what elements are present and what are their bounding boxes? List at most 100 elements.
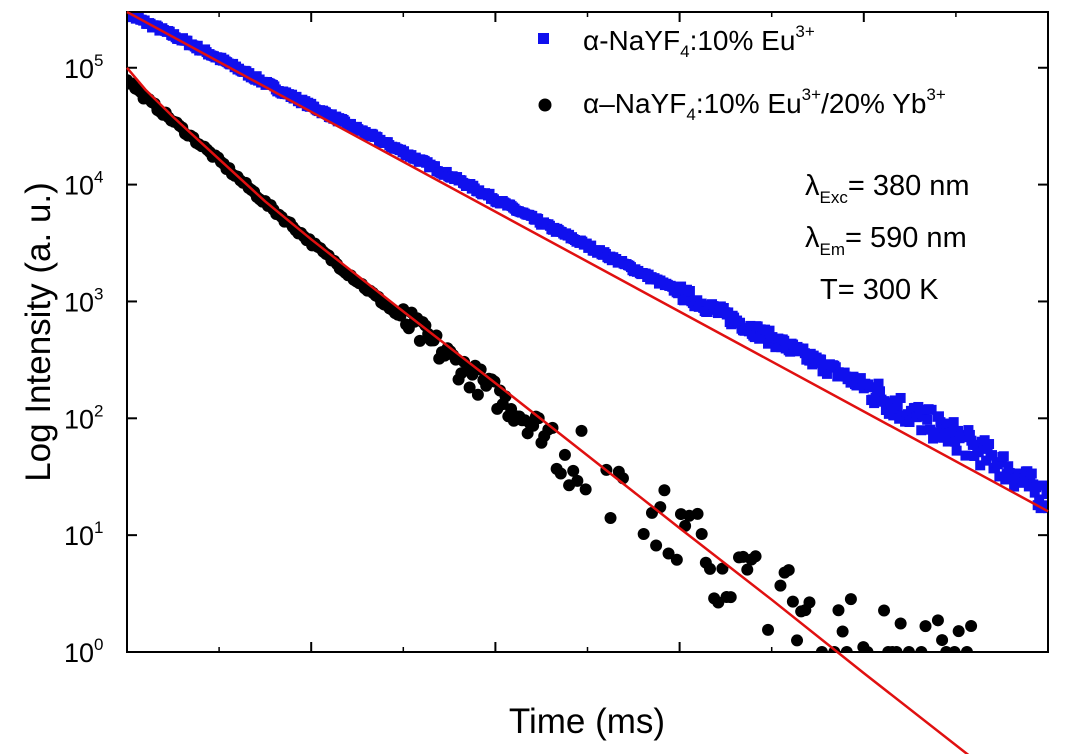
series1-point <box>1026 468 1037 479</box>
series2-point <box>878 604 891 617</box>
legend-marker-square <box>538 33 549 44</box>
series2-point <box>894 617 907 630</box>
y-tick-label: 105 <box>64 51 104 84</box>
series1-point <box>779 335 790 346</box>
series2-point <box>741 563 754 576</box>
annotation-line: T= 300 K <box>820 274 939 306</box>
series1-point <box>960 450 971 461</box>
measurement-conditions: λExc= 380 nm λEm= 590 nm T= 300 K <box>805 170 970 306</box>
series2-point <box>774 579 787 592</box>
series1-point <box>948 417 959 428</box>
series1-point <box>1031 482 1042 493</box>
series2-point <box>567 464 580 477</box>
series2-point <box>836 625 849 638</box>
series1-point <box>889 395 900 406</box>
series2-point <box>558 448 571 461</box>
series1-point <box>984 439 995 450</box>
series1-point <box>998 451 1009 462</box>
series1-point <box>1034 494 1045 505</box>
series1-point <box>913 401 924 412</box>
data-points <box>127 12 1048 652</box>
series1-point <box>1029 487 1040 498</box>
series1-point <box>922 414 933 425</box>
series2-point <box>919 620 932 633</box>
legend-marker-circle <box>538 98 552 112</box>
series2-point <box>695 528 708 541</box>
series1-point <box>895 392 906 403</box>
series1-point <box>680 293 691 304</box>
series2-point <box>791 634 804 647</box>
y-tick-label: 101 <box>64 518 104 551</box>
series1-point <box>1009 481 1020 492</box>
series1-point <box>975 460 986 471</box>
series1-point <box>929 432 940 443</box>
axis-ticks <box>126 12 1049 653</box>
series1-point <box>1037 480 1048 491</box>
series1-point <box>964 429 975 440</box>
series2-point <box>948 646 961 652</box>
series1-point <box>1003 461 1014 472</box>
series1-point <box>807 359 818 370</box>
series2-point <box>890 646 903 652</box>
series1-point <box>879 396 890 407</box>
fit-lines-top <box>126 10 1049 754</box>
series1-point <box>933 411 944 422</box>
series2-point <box>762 623 775 636</box>
series1-point <box>1041 488 1048 499</box>
series2-point <box>716 562 729 575</box>
series2-point <box>786 595 799 608</box>
series2-point <box>840 646 853 652</box>
y-axis-title: Log Intensity (a. u.) <box>19 182 58 482</box>
y-tick-label: 104 <box>64 168 104 201</box>
series1-point <box>869 398 880 409</box>
legend-label-eu-yb: α–NaYF4:10% Eu3+/20% Yb3+ <box>583 85 946 124</box>
series1-point <box>987 450 998 461</box>
x-axis-title: Time (ms) <box>509 702 665 741</box>
series2-point <box>803 596 816 609</box>
series1-point <box>875 386 886 397</box>
series2-point <box>782 564 795 577</box>
y-tick-label: 102 <box>64 401 104 434</box>
series2-point <box>832 604 845 617</box>
series2-point <box>931 614 944 627</box>
series2-point <box>637 527 650 540</box>
series2-point <box>844 593 857 606</box>
series2-point <box>571 474 584 487</box>
series1-point <box>830 362 841 373</box>
series1-point <box>821 368 832 379</box>
series2-point <box>604 511 617 524</box>
series1-point <box>684 285 695 296</box>
series1-point <box>994 471 1005 482</box>
legend: α-NaYF4:10% Eu3+ α–NaYF4:10% Eu3+/20% Yb3… <box>538 22 946 124</box>
series2-point <box>575 424 588 437</box>
series2-point <box>815 646 828 652</box>
series2-point <box>936 634 949 647</box>
axis-labels: 100 101 102 103 104 105 <box>64 51 104 668</box>
series1-point <box>745 320 756 331</box>
series1-point <box>904 417 915 428</box>
y-tick-label: 100 <box>64 635 104 668</box>
fit-line-1 <box>126 10 1049 513</box>
series1-point <box>735 317 746 328</box>
series2-point <box>670 553 683 566</box>
series1-point <box>892 402 903 413</box>
series2-point <box>650 539 663 552</box>
series1-point <box>676 281 687 292</box>
fit-line-2 <box>126 66 970 754</box>
series2-point <box>952 625 965 638</box>
series1-point <box>947 427 958 438</box>
series2-point <box>902 646 915 652</box>
series1-point <box>1043 503 1048 514</box>
series1-point <box>995 457 1006 468</box>
series2-point <box>579 483 592 496</box>
series1-point <box>935 417 946 428</box>
series1-point <box>939 424 950 435</box>
series1-point <box>764 325 775 336</box>
series1-point <box>926 404 937 415</box>
series1-point <box>888 410 899 421</box>
series2-point <box>915 646 928 652</box>
series1-point <box>816 354 827 365</box>
series2-point <box>965 619 978 632</box>
series2-point <box>463 381 476 394</box>
